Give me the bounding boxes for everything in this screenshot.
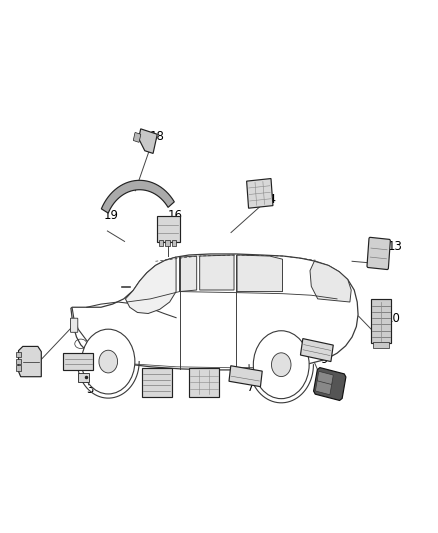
FancyBboxPatch shape (78, 373, 89, 382)
Circle shape (81, 329, 135, 394)
FancyBboxPatch shape (142, 368, 172, 397)
Text: 8: 8 (331, 386, 339, 399)
Text: 19: 19 (103, 209, 118, 222)
Polygon shape (71, 254, 358, 370)
Polygon shape (314, 368, 346, 400)
Text: 13: 13 (388, 240, 403, 253)
FancyBboxPatch shape (300, 338, 333, 361)
Text: 10: 10 (385, 312, 400, 325)
Polygon shape (237, 255, 283, 292)
Polygon shape (310, 261, 351, 302)
FancyBboxPatch shape (373, 342, 389, 348)
Text: 9: 9 (321, 353, 328, 366)
FancyBboxPatch shape (71, 318, 78, 332)
Polygon shape (125, 257, 176, 313)
Text: 5: 5 (151, 388, 158, 401)
Polygon shape (180, 256, 197, 292)
FancyBboxPatch shape (15, 359, 21, 364)
FancyBboxPatch shape (165, 240, 170, 246)
FancyBboxPatch shape (172, 240, 176, 246)
Text: 16: 16 (168, 209, 183, 222)
FancyBboxPatch shape (159, 240, 163, 246)
Text: 7: 7 (247, 381, 255, 394)
Polygon shape (138, 129, 157, 154)
FancyBboxPatch shape (367, 237, 390, 270)
Text: 6: 6 (201, 388, 209, 401)
Polygon shape (101, 180, 174, 213)
Circle shape (272, 353, 291, 377)
Circle shape (99, 350, 117, 373)
FancyBboxPatch shape (63, 353, 93, 370)
Text: 1: 1 (80, 367, 88, 380)
FancyBboxPatch shape (315, 378, 332, 394)
Text: 2: 2 (24, 359, 32, 372)
FancyBboxPatch shape (188, 368, 219, 397)
FancyBboxPatch shape (229, 366, 262, 386)
Polygon shape (200, 255, 234, 290)
FancyBboxPatch shape (133, 133, 141, 142)
FancyBboxPatch shape (15, 352, 21, 357)
Text: 3: 3 (87, 383, 94, 395)
FancyBboxPatch shape (157, 216, 180, 242)
FancyBboxPatch shape (247, 179, 273, 208)
Circle shape (253, 331, 309, 399)
Text: 14: 14 (262, 193, 277, 206)
FancyBboxPatch shape (317, 372, 333, 384)
Polygon shape (18, 346, 41, 377)
Text: 18: 18 (149, 131, 164, 143)
FancyBboxPatch shape (15, 366, 21, 370)
FancyBboxPatch shape (371, 300, 391, 343)
